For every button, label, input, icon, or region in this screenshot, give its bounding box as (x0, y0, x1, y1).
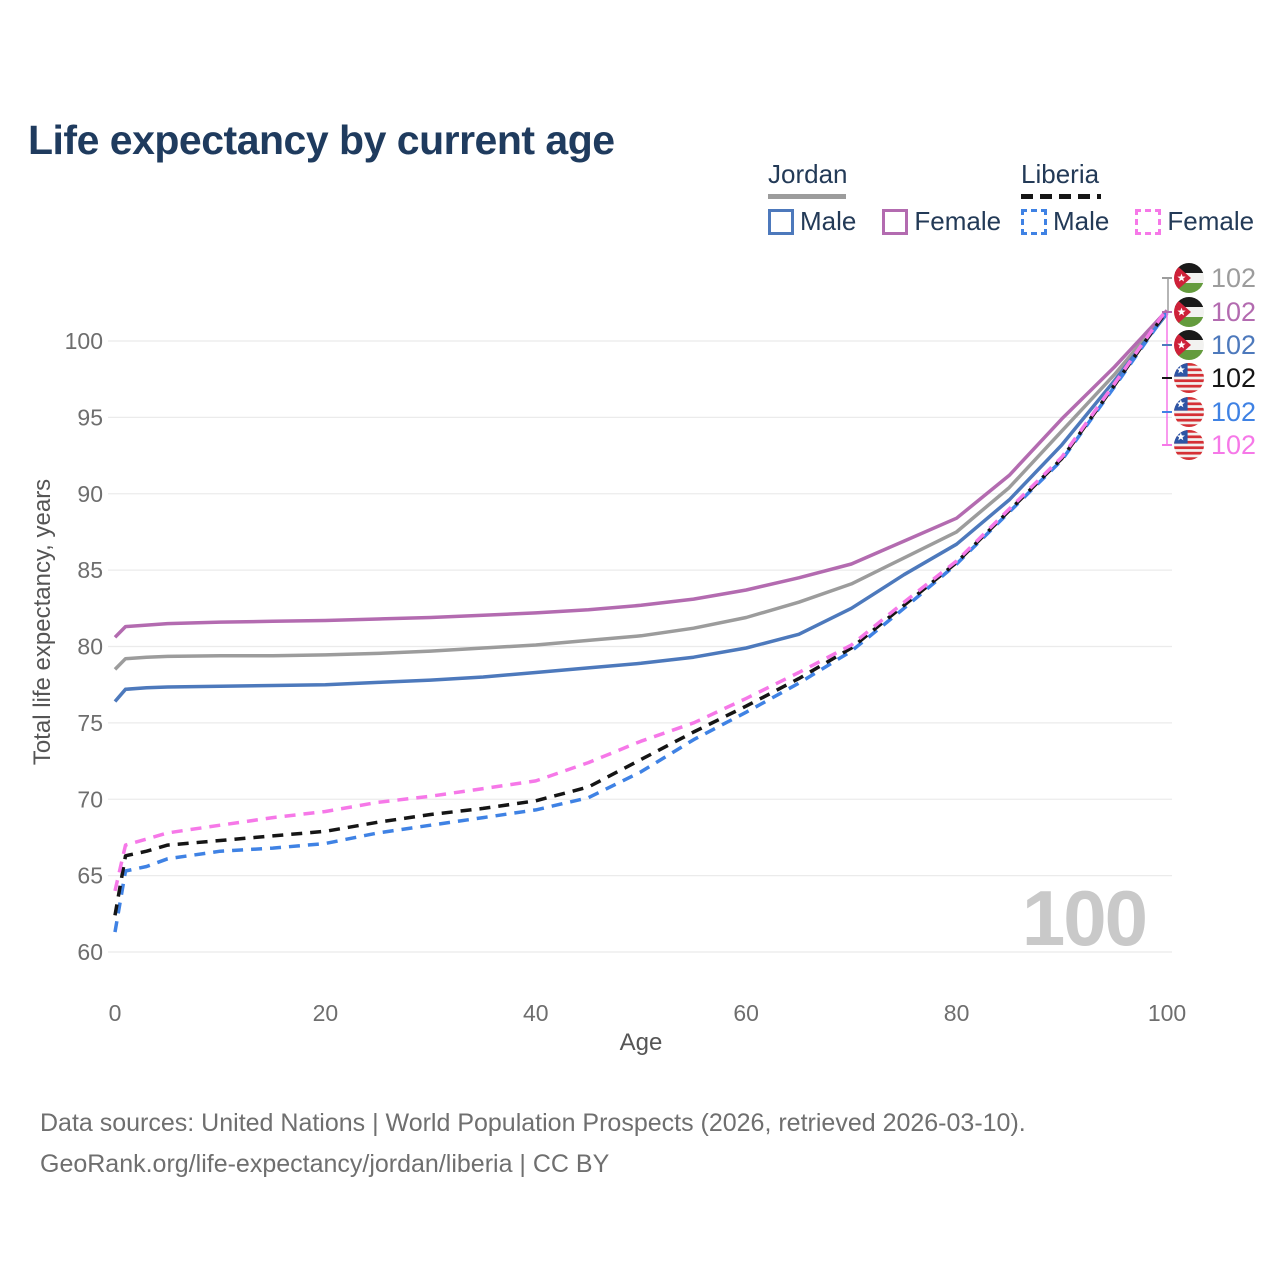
legend-group-jordan: Jordan Male Female (768, 161, 1001, 237)
y-axis-title: Total life expectancy, years (29, 479, 56, 765)
liberia-female-swatch-icon (1135, 208, 1162, 235)
liberia-flag-icon (1174, 397, 1204, 427)
y-tick-70: 70 (77, 786, 103, 812)
chart-footer: Data sources: United Nations | World Pop… (40, 1103, 1026, 1185)
x-tick-100: 100 (1148, 1000, 1186, 1026)
liberia-flag-icon (1174, 363, 1204, 393)
x-tick-40: 40 (523, 1000, 549, 1026)
jordan-male-swatch-icon (768, 208, 794, 235)
liberia-flag-icon (1174, 430, 1204, 460)
y-tick-65: 65 (77, 863, 103, 889)
legend-country-jordan: Jordan (768, 159, 848, 189)
series-line-jordan-female (113, 309, 1169, 639)
end-value-jordan-female: 102 (1211, 297, 1256, 327)
liberia-dashed-line-key (1021, 194, 1101, 199)
y-tick-85: 85 (77, 557, 103, 583)
x-tick-0: 0 (109, 1000, 122, 1026)
x-axis-title: Age (620, 1029, 663, 1056)
x-tick-80: 80 (944, 1000, 970, 1026)
series-line-jordan-male (113, 312, 1169, 703)
series-line-jordan-both-sexes (113, 310, 1169, 671)
jordan-female-swatch-icon (882, 208, 909, 235)
end-value-jordan-both-sexes: 102 (1211, 263, 1256, 293)
legend-group-liberia: Liberia Male Female (1021, 161, 1254, 237)
data-sources-note: Data sources: United Nations | World Pop… (40, 1109, 1026, 1137)
jordan-male-label: Male (800, 206, 857, 236)
end-value-liberia-male: 102 (1211, 397, 1256, 427)
series-line-liberia-male (113, 310, 1169, 933)
chart-title: Life expectancy by current age (28, 117, 615, 164)
y-tick-95: 95 (77, 404, 103, 430)
jordan-female-label: Female (914, 206, 1002, 236)
jordan-solid-line-key (768, 194, 846, 199)
liberia-female-label: Female (1167, 206, 1255, 236)
jordan-flag-icon (1174, 297, 1204, 327)
liberia-male-swatch-icon (1021, 208, 1047, 235)
x-tick-20: 20 (313, 1000, 339, 1026)
x-tick-60: 60 (733, 1000, 759, 1026)
age-counter-watermark: 100 (1022, 874, 1146, 962)
attribution-note: GeoRank.org/life-expectancy/jordan/liber… (40, 1150, 610, 1178)
jordan-flag-icon (1174, 330, 1204, 360)
end-value-liberia-both-sexes: 102 (1211, 363, 1256, 393)
series-line-liberia-both-sexes (113, 309, 1169, 916)
end-value-jordan-male: 102 (1211, 330, 1256, 360)
legend-country-liberia: Liberia (1021, 159, 1100, 189)
y-tick-90: 90 (77, 481, 103, 507)
end-value-liberia-female: 102 (1211, 430, 1256, 460)
liberia-male-label: Male (1053, 206, 1110, 236)
series-line-liberia-female (113, 307, 1169, 892)
y-tick-60: 60 (77, 939, 103, 965)
y-tick-80: 80 (77, 634, 103, 660)
jordan-flag-icon (1174, 263, 1204, 293)
y-tick-100: 100 (65, 328, 103, 354)
y-tick-75: 75 (77, 710, 103, 736)
